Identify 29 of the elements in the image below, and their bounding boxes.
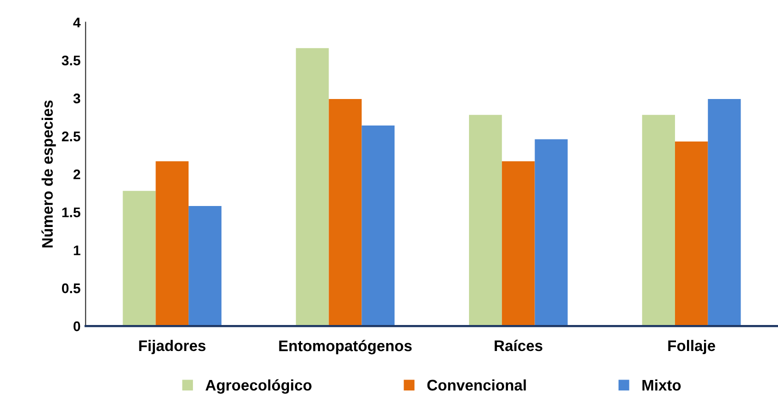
y-tick-label: 0.5: [62, 283, 80, 294]
x-tick-label: Fijadores: [139, 340, 206, 354]
x-tick-label: Follaje: [668, 340, 716, 354]
y-axis-title: Número de especies: [41, 100, 56, 248]
y-tick-label: 0: [74, 321, 80, 332]
legend-label: Agroecológico: [206, 379, 312, 394]
bar: [708, 98, 741, 326]
legend-label: Mixto: [642, 379, 681, 391]
bar: [156, 161, 189, 326]
y-tick-label: 2.5: [62, 132, 80, 142]
y-tick-label: 3.5: [62, 56, 80, 66]
x-tick-label: Raíces: [494, 340, 542, 352]
y-tick-label: 1: [74, 246, 80, 256]
y-tick-label: 3: [73, 94, 80, 104]
x-tick-label: Entomopatógenos: [279, 340, 412, 354]
bar: [534, 139, 568, 326]
y-tick-label: 2: [73, 169, 80, 180]
bar: [188, 206, 222, 326]
bar: [296, 48, 329, 326]
y-tick-label: 1.5: [62, 208, 80, 218]
bar: [328, 98, 362, 326]
y-tick-label: 4: [73, 18, 81, 28]
bar: [469, 114, 502, 326]
bar: [502, 161, 535, 326]
bar: [675, 141, 708, 326]
bar: [122, 190, 156, 326]
legend-label: Convencional: [427, 379, 526, 391]
bar: [642, 114, 676, 326]
bar: [362, 126, 395, 326]
